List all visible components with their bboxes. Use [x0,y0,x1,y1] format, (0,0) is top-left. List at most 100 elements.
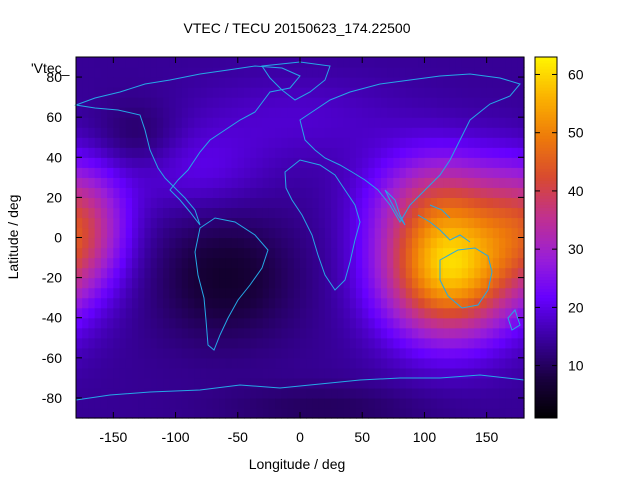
heatmap-cell [399,407,407,419]
heatmap-cell [374,337,382,349]
heatmap-cell [82,117,90,128]
heatmap-cell [318,367,326,379]
heatmap-cell [281,297,289,309]
heatmap-cell [455,67,463,78]
heatmap-cell [461,387,469,399]
heatmap-cell [343,197,351,209]
heatmap-cell [418,197,426,209]
heatmap-cell [399,277,407,289]
heatmap-cell [468,187,475,198]
heatmap-cell [88,167,96,178]
colorbar-tick-label: 40 [568,183,584,199]
colorbar-step [535,393,557,398]
heatmap-cell [324,267,332,279]
heatmap-cell [250,167,258,178]
heatmap-cell [368,87,376,98]
heatmap-cell [76,407,83,419]
heatmap-cell [443,347,450,359]
heatmap-cell [206,277,214,289]
heatmap-cell [380,277,388,289]
heatmap-cell [181,237,189,249]
heatmap-cell [188,347,195,359]
heatmap-cell [480,407,488,419]
heatmap-cell [268,127,276,138]
heatmap-cell [231,407,239,419]
heatmap-cell [312,267,320,279]
heatmap-cell [517,77,525,88]
colorbar-tick-label: 60 [568,66,584,82]
heatmap-cell [281,77,289,88]
heatmap-cell [275,167,282,178]
heatmap-cell [517,247,525,259]
heatmap-cell [324,357,332,369]
heatmap-cell [231,217,239,229]
heatmap-cell [138,317,146,329]
heatmap-cell [399,137,407,148]
heatmap-cell [113,187,121,198]
heatmap-cell [100,187,108,198]
heatmap-cell [212,87,220,98]
heatmap-cell [399,167,407,178]
heatmap-cell [393,397,401,409]
heatmap-cell [281,197,289,209]
heatmap-cell [468,387,475,399]
heatmap-cell [188,67,195,78]
heatmap-cell [156,247,164,259]
heatmap-cell [474,347,482,359]
heatmap-cell [175,107,183,118]
heatmap-cell [331,187,338,198]
heatmap-cell [349,297,357,309]
heatmap-cell [150,67,158,78]
heatmap-cell [387,147,394,158]
heatmap-cell [480,377,488,389]
heatmap-cell [138,137,146,148]
heatmap-cell [268,117,276,128]
heatmap-cell [237,67,245,78]
heatmap-cell [287,287,295,299]
heatmap-cell [492,217,500,229]
heatmap-cell [393,297,401,309]
chart-title: VTEC / TECU 20150623_174.22500 [183,20,410,36]
heatmap-cell [163,167,170,178]
heatmap-cell [138,117,146,128]
heatmap-cell [194,227,202,239]
heatmap-cell [88,147,96,158]
heatmap-cell [293,247,301,259]
heatmap-cell [449,117,457,128]
heatmap-cell [405,297,413,309]
heatmap-cell [405,377,413,389]
heatmap-cell [268,247,276,259]
heatmap-cell [225,197,233,209]
heatmap-cell [306,397,314,409]
heatmap-cell [312,227,320,239]
heatmap-cell [194,327,202,339]
heatmap-cell [337,337,345,349]
colorbar-tick-label: 20 [568,299,584,315]
heatmap-cell [293,307,301,319]
colorbar-step [535,138,557,142]
heatmap-cell [399,247,407,259]
heatmap-cell [505,167,513,178]
heatmap-cell [337,347,345,359]
heatmap-cell [231,107,239,118]
heatmap-cell [312,337,320,349]
heatmap-cell [399,297,407,309]
heatmap-cell [188,197,195,209]
heatmap-cell [287,157,295,168]
heatmap-cell [324,407,332,419]
heatmap-cell [461,67,469,78]
heatmap-cell [256,147,264,158]
heatmap-cell [474,57,482,68]
heatmap-cell [206,337,214,349]
heatmap-cell [511,377,519,389]
heatmap-cell [312,277,320,289]
heatmap-cell [449,147,457,158]
y-tick-label: 60 [46,109,62,125]
heatmap-cell [76,107,83,118]
heatmap-cell [380,317,388,329]
heatmap-cell [150,357,158,369]
heatmap-cell [100,77,108,88]
heatmap-cell [181,207,189,219]
heatmap-cell [337,297,345,309]
heatmap-cell [424,287,432,299]
